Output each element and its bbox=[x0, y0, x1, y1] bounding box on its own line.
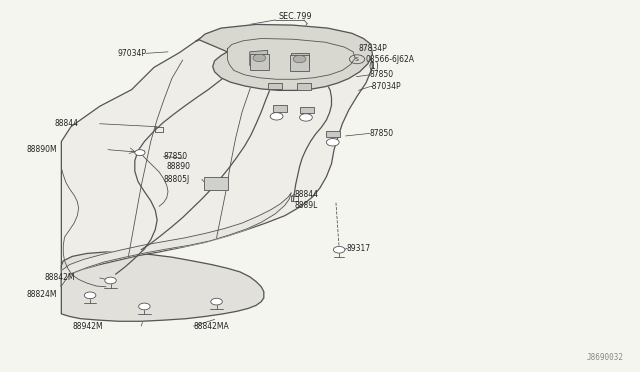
Text: S: S bbox=[355, 57, 359, 62]
Circle shape bbox=[293, 55, 306, 63]
Bar bbox=[290, 55, 309, 71]
Circle shape bbox=[253, 54, 266, 62]
Text: 87850: 87850 bbox=[164, 152, 188, 161]
Text: 87850: 87850 bbox=[370, 70, 394, 79]
Bar bbox=[250, 54, 269, 70]
Polygon shape bbox=[195, 28, 362, 41]
Polygon shape bbox=[250, 50, 268, 65]
Text: 87850: 87850 bbox=[370, 129, 394, 138]
Text: SEC.799: SEC.799 bbox=[278, 12, 312, 21]
Text: 88890: 88890 bbox=[167, 162, 191, 171]
Circle shape bbox=[105, 277, 116, 284]
Text: 89317: 89317 bbox=[347, 244, 371, 253]
Text: 88890M: 88890M bbox=[26, 145, 57, 154]
Circle shape bbox=[139, 303, 150, 310]
Text: 97034P: 97034P bbox=[117, 49, 147, 58]
Bar bbox=[297, 83, 311, 90]
Text: 88844: 88844 bbox=[55, 119, 79, 128]
Text: 88842MA: 88842MA bbox=[193, 321, 229, 331]
Polygon shape bbox=[61, 193, 291, 286]
Circle shape bbox=[211, 298, 222, 305]
Text: J8690032: J8690032 bbox=[586, 353, 623, 362]
Polygon shape bbox=[61, 31, 372, 286]
Polygon shape bbox=[61, 252, 264, 321]
Circle shape bbox=[135, 150, 145, 155]
Text: 88805J: 88805J bbox=[164, 175, 190, 184]
Text: 87834P: 87834P bbox=[358, 44, 387, 52]
Polygon shape bbox=[291, 53, 308, 67]
Circle shape bbox=[333, 246, 345, 253]
Polygon shape bbox=[198, 25, 372, 90]
Text: 88844: 88844 bbox=[294, 190, 319, 199]
Circle shape bbox=[84, 292, 96, 299]
Circle shape bbox=[270, 113, 283, 120]
Text: 8889L: 8889L bbox=[294, 201, 318, 210]
Circle shape bbox=[326, 138, 339, 146]
Text: 88942M: 88942M bbox=[72, 321, 103, 331]
Bar bbox=[273, 105, 287, 112]
Circle shape bbox=[300, 114, 312, 121]
Bar bbox=[300, 107, 314, 113]
Bar bbox=[268, 83, 282, 89]
Text: 08566-6J62A: 08566-6J62A bbox=[366, 55, 415, 64]
Text: 88824M: 88824M bbox=[26, 290, 57, 299]
Text: (1): (1) bbox=[368, 62, 379, 71]
Text: -87034P: -87034P bbox=[370, 82, 401, 91]
Bar bbox=[204, 177, 228, 190]
Bar bbox=[326, 131, 340, 137]
Text: 88842M: 88842M bbox=[44, 273, 75, 282]
